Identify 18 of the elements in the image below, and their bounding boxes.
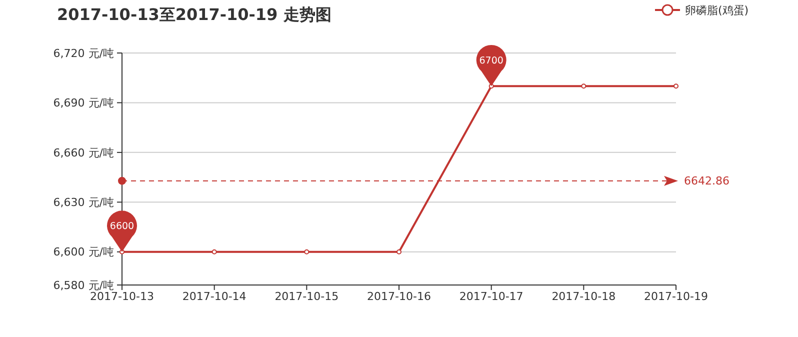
x-tick-label: 2017-10-17: [459, 290, 524, 303]
chart-title: 2017-10-13至2017-10-19 走势图: [57, 5, 332, 24]
y-tick-label: 6,630 元/吨: [53, 196, 114, 209]
x-tick-label: 2017-10-15: [274, 290, 339, 303]
x-tick-label: 2017-10-16: [367, 290, 431, 303]
y-tick-label: 6,720 元/吨: [53, 46, 114, 60]
y-tick-label: 6,580 元/吨: [53, 278, 114, 292]
annotation: 6700: [479, 55, 504, 66]
y-tick-label: 6,690 元/吨: [53, 96, 114, 110]
x-tick-label: 2017-10-18: [552, 290, 616, 303]
y-tick-label: 6,660 元/吨: [53, 146, 114, 160]
x-tick-label: 2017-10-14: [182, 290, 246, 303]
ref-line-label: 6642.86: [684, 174, 730, 188]
x-tick-label: 2017-10-13: [90, 290, 154, 303]
x-tick-label: 2017-10-19: [644, 290, 708, 303]
legend-label: 卵磷脂(鸡蛋): [685, 4, 749, 17]
annotation: 6600: [110, 221, 134, 232]
y-tick-label: 6,600 元/吨: [53, 246, 114, 259]
